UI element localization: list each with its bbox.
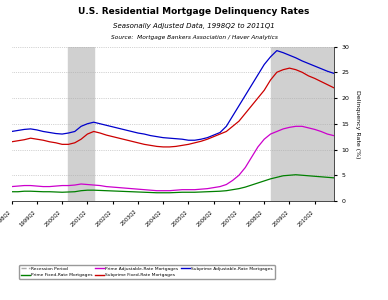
- Bar: [68, 46, 94, 201]
- Text: U.S. Residential Mortgage Delinquency Rates: U.S. Residential Mortgage Delinquency Ra…: [78, 8, 310, 16]
- Legend: Recession Period, Prime Fixed-Rate Mortgages, Prime Adjustable-Rate Mortgages, S: Recession Period, Prime Fixed-Rate Mortg…: [19, 265, 275, 279]
- Text: Seasonally Adjusted Data, 1998Q2 to 2011Q1: Seasonally Adjusted Data, 1998Q2 to 2011…: [113, 22, 275, 28]
- Text: Source:  Mortgage Bankers Association / Haver Analytics: Source: Mortgage Bankers Association / H…: [111, 35, 277, 40]
- Y-axis label: Delinquency Rate (%): Delinquency Rate (%): [355, 89, 360, 158]
- Bar: [270, 46, 334, 201]
